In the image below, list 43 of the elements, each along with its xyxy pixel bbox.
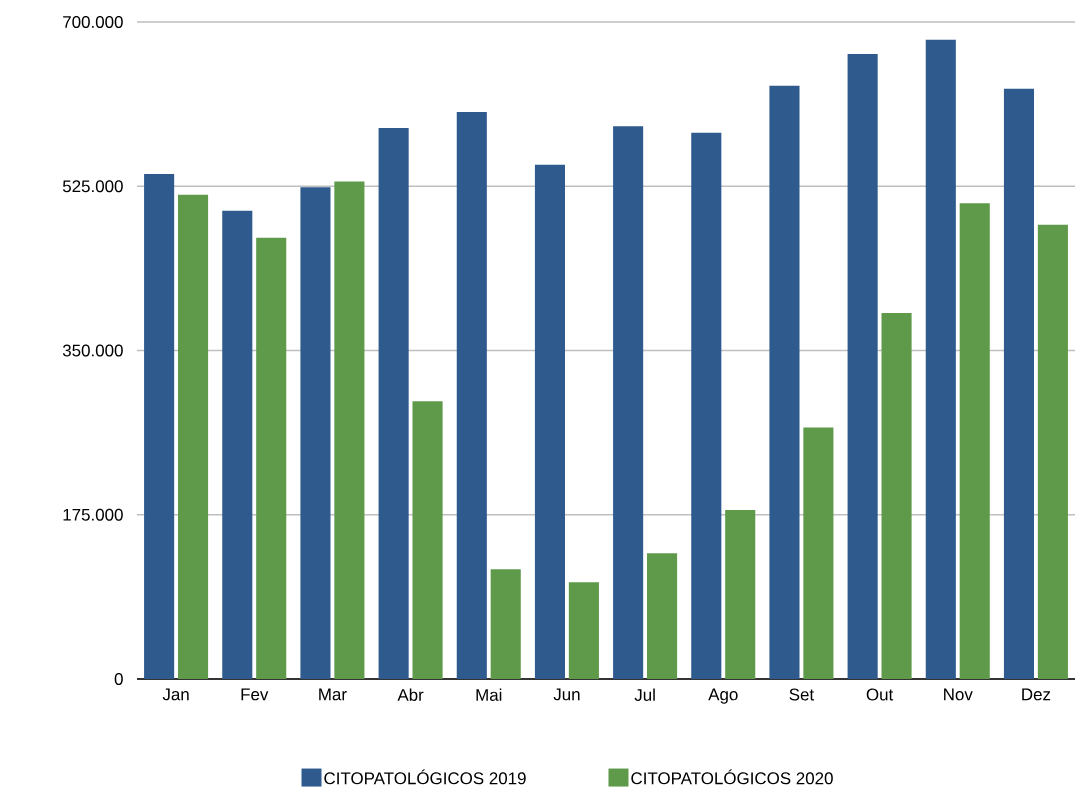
x-tick-label: Set <box>789 688 815 701</box>
bar <box>959 203 990 679</box>
bar <box>412 401 443 679</box>
bar <box>144 174 175 679</box>
bar <box>178 194 209 679</box>
bar <box>613 126 644 679</box>
x-tick-label: Jun <box>553 688 580 701</box>
y-tick-label: 0 <box>114 673 123 685</box>
bar <box>456 112 487 679</box>
bar <box>256 237 287 679</box>
bar <box>647 553 678 679</box>
legend-label: CITOPATOLÓGICOS 2020 <box>631 769 833 785</box>
y-tick-label: 175.000 <box>63 508 123 521</box>
y-tick-label: 700.000 <box>63 16 123 28</box>
x-tick-label: Out <box>866 688 894 701</box>
bar <box>803 427 834 679</box>
x-tick-label: Ago <box>708 688 738 704</box>
x-tick-label: Dez <box>1022 688 1051 701</box>
legend-label: CITOPATOLÓGICOS 2019 <box>324 769 526 785</box>
y-tick-label: 525.000 <box>62 180 123 193</box>
x-tick-label: Jul <box>634 688 655 701</box>
bar <box>691 132 722 679</box>
x-tick-label: Nov <box>944 688 973 701</box>
y-tick-label: 350.000 <box>62 344 123 357</box>
x-tick-label: Mar <box>319 688 347 701</box>
bar <box>334 181 365 679</box>
bar <box>568 582 599 679</box>
bar <box>534 164 566 679</box>
bar <box>490 569 521 679</box>
x-tick-label: Mai <box>476 688 502 701</box>
bar <box>725 510 756 679</box>
bar <box>1003 88 1035 679</box>
bar <box>222 210 253 679</box>
bar <box>881 312 912 679</box>
x-tick-label: Fev <box>241 688 269 701</box>
bar <box>769 85 800 679</box>
x-tick-label: Abr <box>397 688 424 701</box>
bar <box>925 39 956 679</box>
x-tick-label: Jan <box>162 688 189 701</box>
bar <box>1037 224 1068 679</box>
bar <box>300 187 331 679</box>
bar <box>847 53 878 679</box>
bar <box>378 128 409 679</box>
